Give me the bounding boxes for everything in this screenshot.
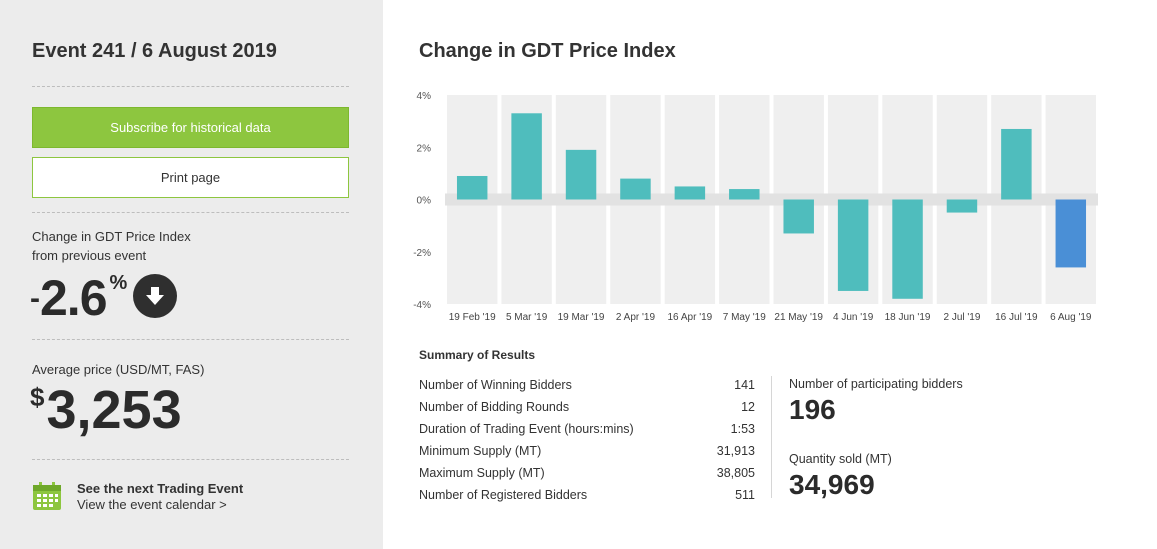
summary-row-value: 38,805 xyxy=(716,466,755,480)
summary-row-label: Minimum Supply (MT) xyxy=(419,444,542,458)
change-value-row: - 2.6 % xyxy=(30,270,178,326)
x-tick-label: 2 Jul '19 xyxy=(943,312,980,323)
x-tick-label: 18 Jun '19 xyxy=(885,312,931,323)
summary-row-value: 1:53 xyxy=(730,422,755,436)
avg-price-label: Average price (USD/MT, FAS) xyxy=(32,362,205,377)
y-tick-label: -4% xyxy=(413,300,431,311)
change-value: 2.6 xyxy=(40,270,108,326)
price-currency: $ xyxy=(30,382,45,412)
event-title: Event 241 / 6 August 2019 xyxy=(32,40,277,62)
summary-row-value: 12 xyxy=(741,400,755,414)
summary-row: Maximum Supply (MT) 38,805 xyxy=(419,462,755,484)
change-label-line2: from previous event xyxy=(32,248,147,263)
summary-row-value: 511 xyxy=(735,488,755,502)
x-tick-label: 16 Jul '19 xyxy=(995,312,1038,323)
next-event-title: See the next Trading Event xyxy=(77,481,244,496)
divider xyxy=(32,459,349,460)
summary-table: Number of Winning Bidders 141 Number of Bi… xyxy=(419,374,755,506)
bar[interactable] xyxy=(620,178,651,200)
x-tick-label: 2 Apr '19 xyxy=(616,312,656,323)
x-tick-label: 5 Mar '19 xyxy=(506,312,548,323)
bar[interactable] xyxy=(837,199,869,291)
summary-row: Minimum Supply (MT) 31,913 xyxy=(419,440,755,462)
chart-title: Change in GDT Price Index xyxy=(419,40,676,62)
bar[interactable] xyxy=(1055,199,1087,268)
summary-divider xyxy=(771,376,772,498)
arrow-down-circle-icon xyxy=(133,274,178,318)
summary-row-label: Number of Bidding Rounds xyxy=(419,400,570,414)
change-label: Change in GDT Price Index from previous … xyxy=(32,227,191,265)
bar[interactable] xyxy=(729,189,760,200)
y-tick-label: 2% xyxy=(417,143,432,154)
next-event-link[interactable]: See the next Trading Event View the even… xyxy=(32,481,243,513)
sidebar: Event 241 / 6 August 2019 Subscribe for … xyxy=(0,0,383,549)
bar[interactable] xyxy=(892,199,923,299)
print-button[interactable]: Print page xyxy=(32,157,349,198)
bar[interactable] xyxy=(1001,128,1032,200)
quantity-sold-label: Quantity sold (MT) xyxy=(789,452,892,466)
quantity-sold-value: 34,969 xyxy=(789,469,875,500)
summary-row-label: Duration of Trading Event (hours:mins) xyxy=(419,422,634,436)
divider xyxy=(32,212,349,213)
y-tick-label: -2% xyxy=(413,248,431,259)
bar[interactable] xyxy=(783,199,814,234)
x-tick-label: 19 Feb '19 xyxy=(449,312,496,323)
bar[interactable] xyxy=(565,149,597,200)
participating-bidders-label: Number of participating bidders xyxy=(789,377,963,391)
summary-row: Number of Bidding Rounds 12 xyxy=(419,396,755,418)
bar[interactable] xyxy=(511,113,542,200)
next-event-calendar-link[interactable]: View the event calendar > xyxy=(77,497,227,512)
summary-row-value: 141 xyxy=(734,378,755,392)
x-tick-label: 6 Aug '19 xyxy=(1050,312,1092,323)
x-tick-label: 21 May '19 xyxy=(774,312,823,323)
x-tick-label: 7 May '19 xyxy=(723,312,766,323)
summary-row-label: Maximum Supply (MT) xyxy=(419,466,545,480)
price-index-chart: -4% -2% 0% 2% 4% 19 Feb '19 5 Mar '19 19 Mar '1… xyxy=(413,91,1098,323)
summary-row-label: Number of Winning Bidders xyxy=(419,378,572,392)
divider xyxy=(32,86,349,87)
bar[interactable] xyxy=(674,186,706,200)
x-tick-label: 16 Apr '19 xyxy=(668,312,713,323)
next-event-text: See the next Trading Event View the even… xyxy=(77,481,243,513)
avg-price-value: 3,253 xyxy=(46,380,182,440)
zero-band xyxy=(445,193,1098,206)
summary-title: Summary of Results xyxy=(419,348,536,362)
divider xyxy=(32,339,349,340)
y-tick-label: 0% xyxy=(417,196,432,207)
summary-row: Number of Winning Bidders 141 xyxy=(419,374,755,396)
summary-row: Duration of Trading Event (hours:mins) 1:… xyxy=(419,418,755,440)
summary-row-label: Number of Registered Bidders xyxy=(419,488,588,502)
participating-bidders-value: 196 xyxy=(789,394,836,425)
subscribe-button[interactable]: Subscribe for historical data xyxy=(32,107,349,148)
summary-row: Number of Registered Bidders 511 xyxy=(419,484,755,506)
avg-price-row: $ 3,253 xyxy=(30,380,182,440)
bar[interactable] xyxy=(456,175,488,200)
change-label-line1: Change in GDT Price Index xyxy=(32,229,191,244)
y-tick-label: 4% xyxy=(417,91,432,102)
summary-row-value: 31,913 xyxy=(716,444,755,458)
x-tick-label: 4 Jun '19 xyxy=(833,312,874,323)
calendar-icon xyxy=(33,482,61,510)
bar[interactable] xyxy=(946,199,978,213)
change-sign: - xyxy=(30,282,40,315)
x-tick-label: 19 Mar '19 xyxy=(558,312,605,323)
change-unit: % xyxy=(109,272,128,294)
